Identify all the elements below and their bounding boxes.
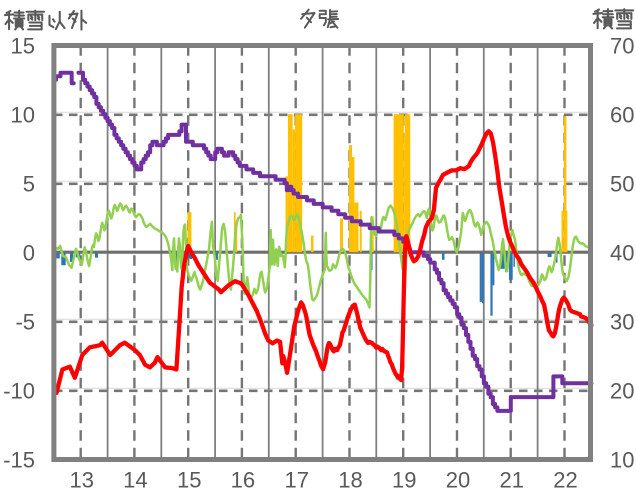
svg-text:0: 0 bbox=[23, 240, 35, 265]
svg-text:-15: -15 bbox=[3, 447, 35, 472]
svg-text:10: 10 bbox=[610, 447, 634, 472]
svg-text:70: 70 bbox=[610, 33, 634, 58]
svg-text:18: 18 bbox=[338, 468, 362, 493]
svg-text:10: 10 bbox=[11, 102, 35, 127]
svg-text:40: 40 bbox=[610, 240, 634, 265]
svg-text:50: 50 bbox=[610, 171, 634, 196]
svg-text:16: 16 bbox=[231, 468, 255, 493]
svg-text:13: 13 bbox=[69, 468, 93, 493]
svg-text:15: 15 bbox=[177, 468, 201, 493]
svg-text:15: 15 bbox=[11, 33, 35, 58]
svg-text:60: 60 bbox=[610, 102, 634, 127]
svg-text:19: 19 bbox=[392, 468, 416, 493]
svg-text:22: 22 bbox=[553, 468, 577, 493]
svg-text:20: 20 bbox=[610, 378, 634, 403]
svg-text:-5: -5 bbox=[15, 309, 35, 334]
svg-text:14: 14 bbox=[123, 468, 147, 493]
svg-text:5: 5 bbox=[23, 171, 35, 196]
svg-text:30: 30 bbox=[610, 309, 634, 334]
svg-text:21: 21 bbox=[499, 468, 523, 493]
svg-text:20: 20 bbox=[446, 468, 470, 493]
svg-text:-10: -10 bbox=[3, 378, 35, 403]
svg-text:17: 17 bbox=[284, 468, 308, 493]
